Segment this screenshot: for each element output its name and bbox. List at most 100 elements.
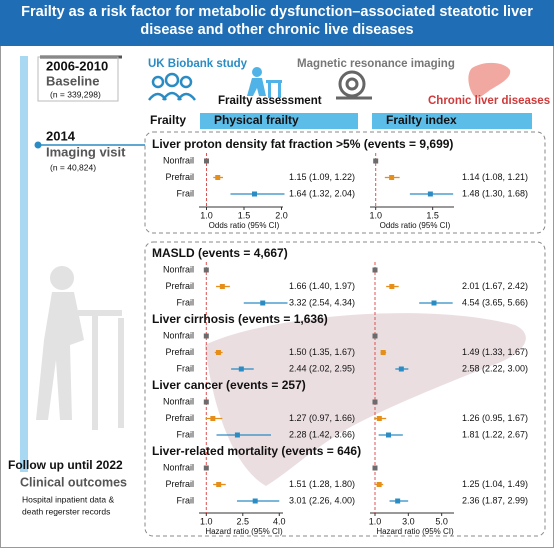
- estimate-marker: [203, 333, 209, 339]
- panel-title: Liver-related mortality (events = 646): [152, 444, 361, 458]
- group-label: Frail: [177, 363, 195, 373]
- walker-illustration: [36, 266, 124, 430]
- tick-label: 2.0: [275, 210, 288, 220]
- walker-icon: [247, 67, 282, 98]
- tick-label: 4.0: [273, 516, 286, 526]
- value-label: 1.27 (0.97, 1.66): [289, 413, 355, 423]
- timeline-label: Baseline: [46, 73, 99, 88]
- tick-label: 1.0: [200, 210, 213, 220]
- group-label: Prefrail: [165, 479, 194, 489]
- header-label: Magnetic resonance imaging: [297, 58, 455, 70]
- estimate-marker: [389, 284, 395, 289]
- tick-label: 1.0: [200, 516, 213, 526]
- timeline-label: Imaging visit: [46, 144, 126, 159]
- estimate-marker: [219, 284, 225, 289]
- estimate-marker: [210, 416, 216, 421]
- header-label: UK Biobank study: [148, 58, 248, 70]
- timeline-years: 2014: [46, 128, 76, 143]
- timeline-years: 2006-2010: [46, 58, 108, 73]
- group-label: Nonfrail: [163, 396, 194, 406]
- title-box: Frailty as a risk factor for metabolic d…: [21, 4, 533, 38]
- group-label: Frail: [177, 297, 195, 307]
- timeline-label: Clinical outcomes: [20, 475, 127, 489]
- value-label: 3.32 (2.54, 4.34): [289, 297, 355, 307]
- group-label: Nonfrail: [163, 330, 194, 340]
- estimate-marker: [204, 158, 209, 164]
- tick-label: 3.0: [402, 516, 415, 526]
- column-header-box: [200, 113, 358, 129]
- timeline-dot: [34, 141, 42, 149]
- column-header: Frailty index: [386, 113, 457, 127]
- estimate-marker: [376, 482, 382, 487]
- estimate-marker: [373, 158, 379, 164]
- timeline-bar: [20, 56, 28, 472]
- title-bar: [0, 0, 554, 46]
- estimate-marker: [215, 350, 221, 355]
- estimate-marker: [372, 333, 378, 339]
- timeline-n: (n = 40,824): [50, 162, 96, 172]
- estimate-marker: [203, 267, 209, 273]
- estimate-marker: [386, 432, 391, 438]
- group-label: Frail: [177, 495, 195, 505]
- timeline-n: (n = 339,298): [50, 89, 101, 99]
- estimate-marker: [376, 416, 382, 421]
- tick-label: 5.0: [435, 516, 448, 526]
- tick-label: 2.5: [237, 516, 250, 526]
- axis-label: Hazard ratio (95% CI): [376, 527, 454, 536]
- estimate-marker: [234, 432, 240, 438]
- value-label: 4.54 (3.65, 5.66): [462, 297, 528, 307]
- value-label: 1.49 (1.33, 1.67): [462, 347, 528, 357]
- panel-title: MASLD (events = 4,667): [152, 246, 288, 260]
- value-label: 2.01 (1.67, 2.42): [462, 281, 528, 291]
- estimate-marker: [427, 191, 433, 197]
- estimate-marker: [216, 482, 222, 487]
- title: Frailty as a risk factor for metabolic d…: [21, 4, 533, 38]
- panel-title: Liver cirrhosis (events = 1,636): [152, 312, 328, 326]
- axis-label: Hazard ratio (95% CI): [205, 527, 283, 536]
- group-label: Nonfrail: [163, 264, 194, 274]
- group-label: Nonfrail: [163, 155, 194, 165]
- value-label: 2.44 (2.02, 2.95): [289, 363, 355, 373]
- panel-title: Liver proton density fat fraction >5% (e…: [152, 137, 453, 151]
- value-label: 1.25 (1.04, 1.49): [462, 479, 528, 489]
- tick-label: 1.5: [238, 210, 251, 220]
- header-label: Frailty assessment: [218, 95, 322, 107]
- estimate-marker: [398, 366, 404, 372]
- value-label: 3.01 (2.26, 4.00): [289, 495, 355, 505]
- estimate-marker: [372, 399, 378, 405]
- value-label: 1.50 (1.35, 1.67): [289, 347, 355, 357]
- liver-icon: [468, 62, 511, 98]
- tick-label: 1.0: [369, 516, 382, 526]
- value-label: 1.26 (0.95, 1.67): [462, 413, 528, 423]
- group-label: Prefrail: [165, 347, 194, 357]
- header-label: Chronic liver diseases: [428, 95, 550, 107]
- timeline-note: Hospital inpatient data &: [22, 494, 114, 504]
- panel-title: Liver cancer (events = 257): [152, 378, 306, 392]
- estimate-marker: [203, 465, 209, 471]
- estimate-marker: [372, 465, 378, 471]
- value-label: 1.48 (1.30, 1.68): [462, 188, 528, 198]
- value-label: 2.58 (2.22, 3.00): [462, 363, 528, 373]
- tick-label: 1.5: [426, 210, 439, 220]
- estimate-marker: [238, 366, 244, 372]
- value-label: 2.28 (1.42, 3.66): [289, 429, 355, 439]
- liver-illustration: [205, 313, 526, 486]
- timeline-years: Follow up until 2022: [8, 458, 123, 472]
- axis-label: Odds ratio (95% CI): [380, 221, 451, 230]
- value-label: 1.64 (1.32, 2.04): [289, 188, 355, 198]
- group-label: Prefrail: [165, 413, 194, 423]
- group-label: Frail: [177, 188, 195, 198]
- value-label: 1.66 (1.40, 1.97): [289, 281, 355, 291]
- value-label: 1.14 (1.08, 1.21): [462, 172, 528, 182]
- group-label: Prefrail: [165, 172, 194, 182]
- group-label: Frail: [177, 429, 195, 439]
- estimate-marker: [395, 498, 401, 504]
- estimate-marker: [203, 399, 209, 405]
- estimate-marker: [380, 350, 386, 355]
- estimate-marker: [252, 191, 257, 197]
- value-label: 1.15 (1.09, 1.22): [289, 172, 355, 182]
- column-header-box: [372, 113, 532, 129]
- mri-icon: [336, 70, 372, 100]
- biobank-icon: [148, 72, 196, 101]
